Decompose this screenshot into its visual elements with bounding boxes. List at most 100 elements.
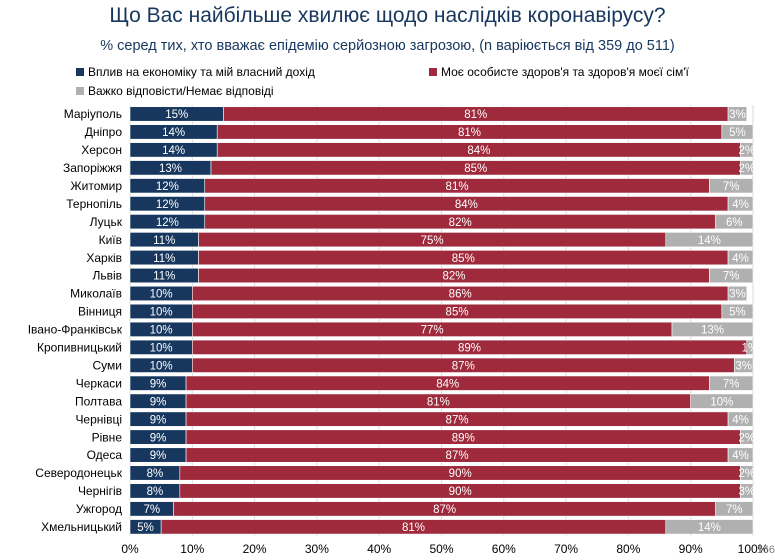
data-label: 12% [156,181,179,193]
data-label: 4% [732,450,749,462]
data-label: 11% [153,271,175,283]
data-label: 11% [153,235,175,247]
bar-segment [715,214,754,230]
data-label: 89% [452,432,475,444]
data-label: 15% [165,109,188,121]
x-tick-label: 40% [367,542,391,556]
category-labels: Маріуполь Дніпро Херсон Запоріжжя Житомир Тер… [28,107,123,534]
data-label: 7% [723,378,740,390]
data-label: 3% [738,486,755,498]
data-label: 86% [449,289,472,301]
x-tick-label: 60% [492,542,516,556]
data-label: 12% [156,199,179,211]
data-label: 77% [421,325,444,337]
data-label: 11% [153,253,175,265]
chart-subtitle: % серед тих, хто вважає епідемію серйозн… [100,38,675,54]
grid [129,105,754,536]
legend-swatch-0 [76,68,84,76]
data-label: 81% [446,181,469,193]
category-label: Рівне [92,430,123,444]
category-label: Черкаси [76,376,122,390]
data-label: 75% [421,235,444,247]
chart-title: Що Вас найбільше хвилює щодо наслідків к… [109,4,666,27]
x-tick-label: 70% [554,542,578,556]
data-label: 14% [698,235,721,247]
data-label: 87% [446,414,469,426]
data-label: 9% [150,414,167,426]
x-tick-label: 100% [738,542,769,556]
data-label: 84% [436,378,459,390]
data-label: 7% [726,504,743,516]
bar-segment [671,321,754,337]
data-label: 8% [147,468,164,480]
data-label: 9% [150,396,167,408]
category-label: Харків [86,251,122,265]
legend-swatch-2 [76,87,84,95]
x-tick-label: 0% [121,542,139,556]
category-label: Полтава [75,394,122,408]
data-label: 2% [738,145,755,157]
data-label: 10% [710,396,733,408]
category-label: Миколаїв [70,287,122,301]
bar-segment [721,303,754,319]
data-label: 5% [729,127,746,139]
category-label: Кропивницький [37,341,122,355]
data-label: 10% [150,307,173,319]
bar-segment [727,250,754,266]
category-label: Чернігів [78,484,122,498]
bar-segment [665,519,754,535]
bar-segment [665,232,754,248]
x-tick-label: 90% [679,542,703,556]
legend-label-2: Важко відповісти/Немає відповіді [88,84,274,98]
page-number: 166 [756,544,775,556]
data-label: 9% [150,378,167,390]
bar-segment [727,411,754,427]
data-label: 84% [467,145,490,157]
category-label: Тернопіль [66,197,122,211]
data-label: 3% [729,289,746,301]
data-label: 82% [449,217,472,229]
bar-segment [740,465,754,481]
data-label: 82% [442,271,465,283]
category-label: Чернівці [75,412,122,426]
category-label: Хмельницький [41,520,122,534]
category-label: Вінниця [78,305,122,319]
bar-segment [740,429,754,445]
data-label: 85% [464,163,487,175]
legend-label-1: Моє особисте здоров'я та здоров'я моєї с… [441,65,690,79]
bar-segment [709,267,754,284]
data-label: 10% [150,289,173,301]
category-label: Київ [99,233,122,247]
data-label: 14% [698,522,721,534]
data-label: 81% [464,109,487,121]
data-label: 87% [433,504,456,516]
data-label: 8% [147,486,164,498]
data-label: 85% [446,307,469,319]
data-label: 4% [732,199,749,211]
data-label: 89% [458,343,481,355]
data-label: 2% [738,468,755,480]
bars: 15% 81% 3% 14% 81% 5% 14% 84% 2% 13% 85% 2% 12% 81% 7%… [129,106,758,535]
data-label: 4% [732,253,749,265]
category-label: Херсон [81,143,122,157]
data-label: 5% [729,307,746,319]
data-label: 9% [150,450,167,462]
data-label: 10% [150,360,173,372]
data-label: 12% [156,217,179,229]
data-label: 3% [729,109,746,121]
data-label: 4% [732,414,749,426]
data-label: 13% [701,325,724,337]
data-label: 84% [455,199,478,211]
bar-segment [690,393,754,409]
category-label: Одеса [87,448,123,462]
legend: Вплив на економіку та мій власний дохід М… [76,65,690,98]
bar-segment [727,106,748,122]
data-label: 81% [427,396,450,408]
data-label: 7% [723,181,740,193]
data-label: 13% [159,163,182,175]
x-axis-ticks: 0% 10% 20% 30% 40% 50% 60% 70% 80% 90% 100% [121,542,768,556]
bar-segment [734,357,754,373]
bar-segment [740,483,754,499]
data-label: 90% [449,486,472,498]
